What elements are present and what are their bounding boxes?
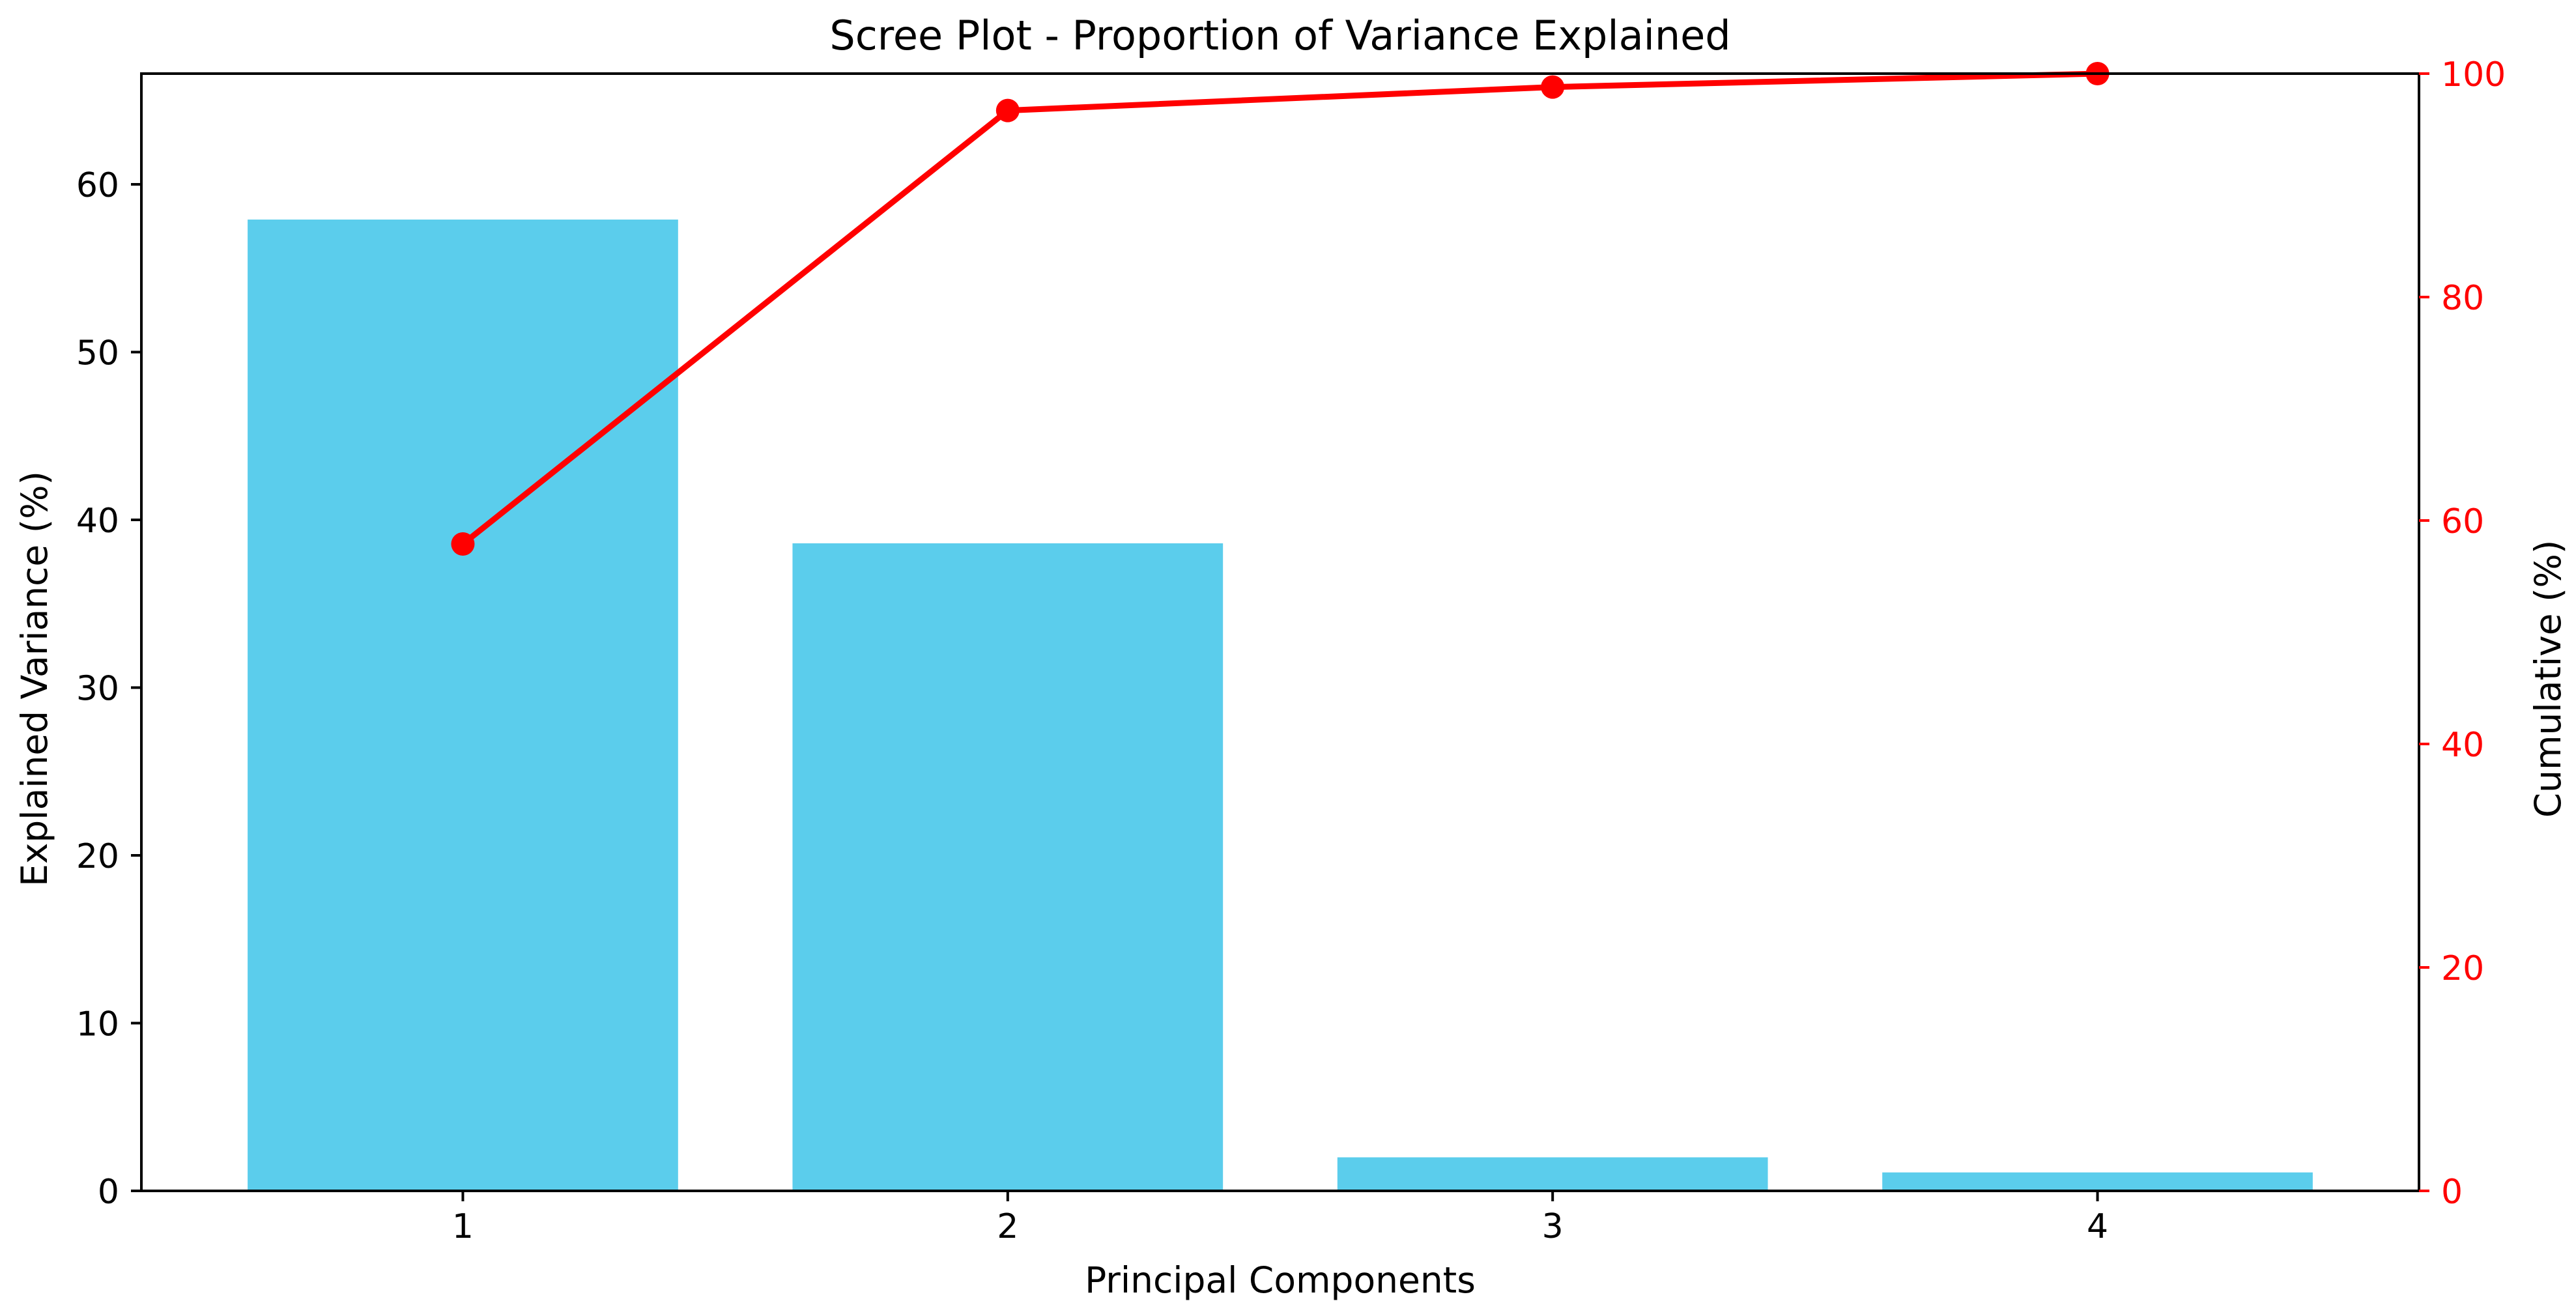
y-tick-label-40: 40 bbox=[76, 502, 119, 541]
chart-title: Scree Plot - Proportion of Variance Expl… bbox=[829, 12, 1730, 59]
cumulative-point-1 bbox=[451, 532, 475, 556]
y-axis-label-right: Cumulative (%) bbox=[2527, 540, 2569, 818]
x-tick-label-1: 1 bbox=[452, 1207, 474, 1246]
x-tick-label-4: 4 bbox=[2087, 1207, 2108, 1246]
y2-tick-label-20: 20 bbox=[2441, 949, 2484, 988]
plot-frame bbox=[140, 72, 2420, 1192]
y2-tick-label-40: 40 bbox=[2441, 726, 2484, 765]
y-tick-label-0: 0 bbox=[98, 1173, 119, 1212]
cumulative-line bbox=[459, 70, 2101, 547]
bar-1 bbox=[248, 220, 678, 1192]
y2-tick-label-60: 60 bbox=[2441, 502, 2484, 541]
y-axis-label-left: Explained Variance (%) bbox=[14, 471, 55, 887]
cumulative-line-series bbox=[451, 62, 2110, 556]
y-axis-left: 0 10 20 30 40 50 60 bbox=[76, 166, 141, 1212]
plot-border bbox=[140, 72, 2420, 1192]
y-tick-label-50: 50 bbox=[76, 334, 119, 373]
x-tick-label-3: 3 bbox=[1542, 1207, 1564, 1246]
y2-tick-label-0: 0 bbox=[2441, 1173, 2463, 1212]
bar-4 bbox=[1882, 1172, 2313, 1191]
cumulative-point-2 bbox=[995, 98, 1020, 122]
y-tick-label-20: 20 bbox=[76, 837, 119, 876]
bar-2 bbox=[792, 543, 1224, 1191]
y-tick-label-10: 10 bbox=[76, 1005, 119, 1044]
bar-series bbox=[248, 220, 2313, 1192]
y-axis-right: 0 20 40 60 80 100 bbox=[2419, 55, 2506, 1212]
y2-tick-label-80: 80 bbox=[2441, 279, 2484, 318]
y-tick-label-30: 30 bbox=[76, 669, 119, 708]
y-tick-label-60: 60 bbox=[76, 166, 119, 205]
y2-tick-label-100: 100 bbox=[2441, 55, 2506, 94]
x-axis-label: Principal Components bbox=[1085, 1259, 1476, 1301]
x-axis: 1 2 3 4 bbox=[452, 1191, 2108, 1246]
x-tick-label-2: 2 bbox=[997, 1207, 1018, 1246]
bar-3 bbox=[1337, 1157, 1768, 1191]
cumulative-point-3 bbox=[1541, 75, 1565, 99]
